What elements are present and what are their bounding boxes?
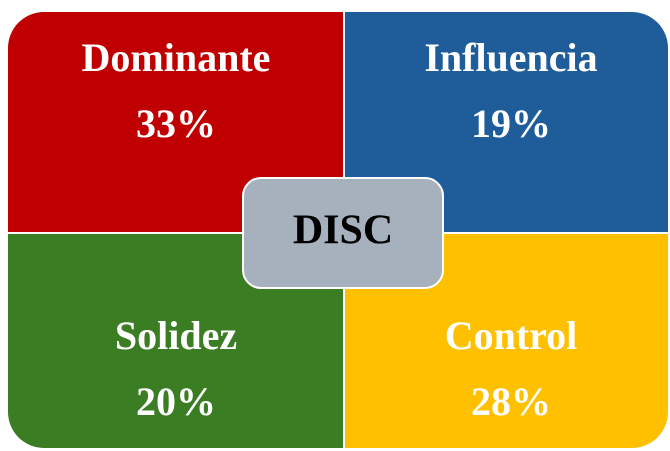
center-box bbox=[242, 177, 444, 289]
quadrant-value: 33% bbox=[136, 101, 216, 146]
quadrant-value: 19% bbox=[471, 101, 551, 146]
quadrant-label: Influencia bbox=[424, 35, 597, 80]
quadrant-label: Solidez bbox=[115, 313, 237, 358]
quadrant-label: Control bbox=[445, 313, 578, 358]
quadrant-value: 28% bbox=[471, 379, 551, 424]
quadrant-value: 20% bbox=[136, 379, 216, 424]
quadrant-label: Dominante bbox=[82, 35, 271, 80]
center-label: DISC bbox=[293, 208, 393, 254]
